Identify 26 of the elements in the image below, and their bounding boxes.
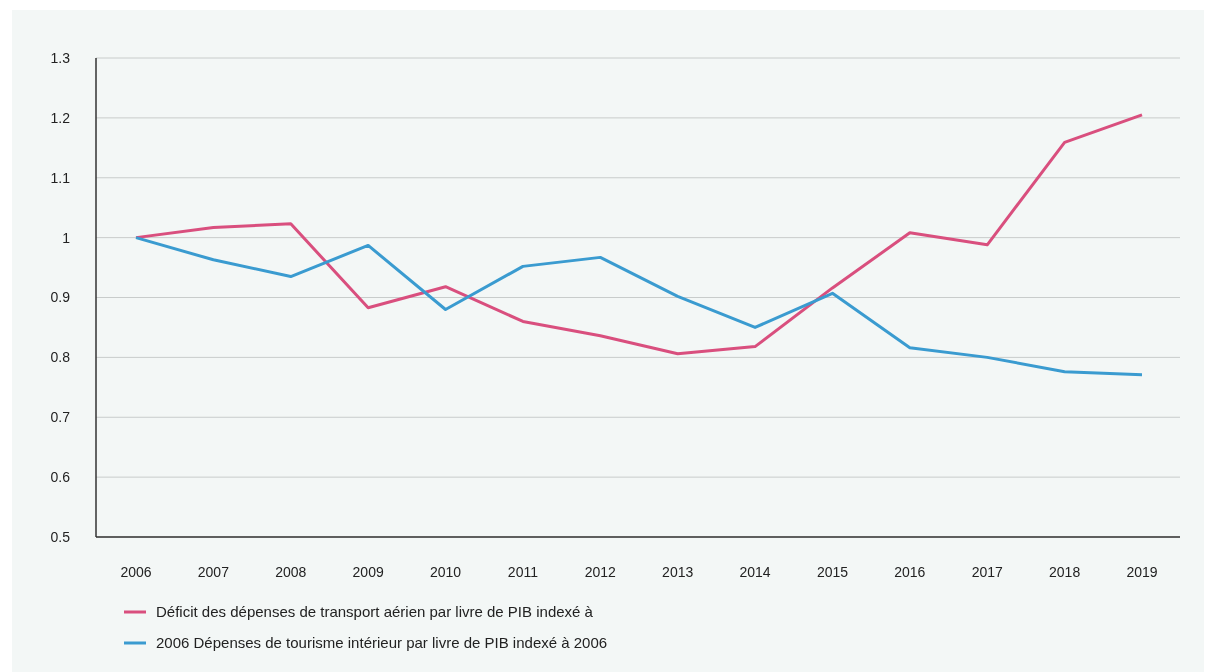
- x-tick-label: 2018: [1049, 564, 1081, 580]
- y-tick-label: 0.9: [50, 289, 71, 306]
- x-tick-label: 2007: [197, 564, 230, 580]
- legend-label: 2006 Dépenses de tourisme intérieur par livre de PIB indexé à 2006: [156, 634, 608, 652]
- x-tick-label: 2015: [816, 564, 849, 580]
- x-tick-label: 2012: [584, 564, 617, 580]
- x-tick-label: 2006: [120, 564, 152, 580]
- y-tick-label: 1: [62, 229, 71, 246]
- y-tick-label: 1.1: [50, 169, 71, 186]
- x-tick-label: 2016: [894, 564, 926, 580]
- x-tick-label: 2013: [662, 564, 694, 580]
- x-tick-label: 2009: [352, 564, 384, 580]
- y-tick-label: 0.8: [50, 349, 71, 366]
- y-tick-label: 0.7: [50, 409, 71, 426]
- x-tick-label: 2019: [1126, 564, 1158, 580]
- y-tick-label: 0.5: [50, 528, 71, 545]
- y-tick-label: 1.3: [50, 49, 71, 66]
- y-tick-label: 0.6: [50, 469, 71, 486]
- line-series: [134, 236, 1144, 377]
- x-tick-label: 2008: [275, 564, 307, 580]
- x-tick-label: 2011: [507, 564, 539, 580]
- x-tick-label: 2014: [739, 564, 771, 580]
- y-tick-label: 1.2: [50, 109, 71, 126]
- x-tick-label: 2010: [429, 564, 462, 580]
- x-tick-label: 2017: [971, 564, 1004, 580]
- legend-label: Déficit des dépenses de transport aérien par livre de PIB indexé à: [156, 603, 594, 621]
